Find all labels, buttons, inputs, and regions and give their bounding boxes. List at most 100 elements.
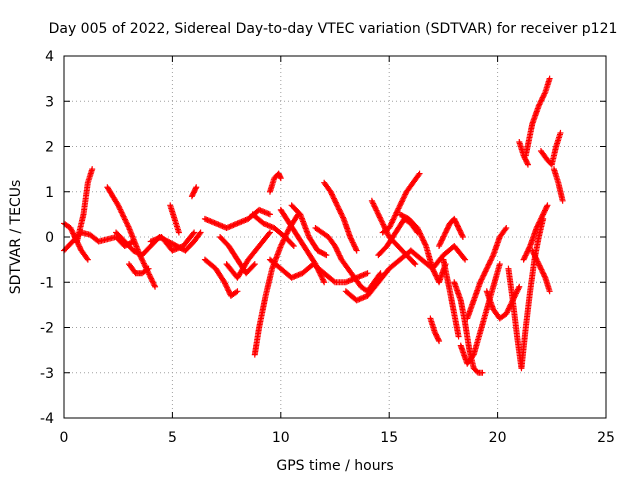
series-track-30 <box>440 256 462 340</box>
data-point <box>538 97 545 104</box>
data-point <box>419 236 426 243</box>
data-point <box>351 243 358 250</box>
series-track-41 <box>550 166 566 204</box>
series-track-03 <box>71 234 91 263</box>
data-point <box>376 214 383 221</box>
data-point <box>222 281 229 288</box>
data-point <box>541 273 548 280</box>
series-track-21 <box>321 179 360 254</box>
data-point <box>175 229 182 236</box>
data-point <box>395 205 402 212</box>
data-point <box>402 191 409 198</box>
data-point <box>353 246 360 253</box>
x-axis-label: GPS time / hours <box>276 458 393 474</box>
data-point <box>526 244 533 251</box>
data-point <box>400 195 407 202</box>
data-point <box>480 272 487 279</box>
data-point <box>369 199 376 206</box>
data-point <box>277 243 284 250</box>
data-point <box>75 240 82 247</box>
data-point <box>320 277 327 284</box>
data-point <box>531 253 538 260</box>
data-point <box>386 224 393 231</box>
x-tick-label: 25 <box>597 430 615 446</box>
data-point <box>521 253 528 260</box>
data-point <box>421 238 428 245</box>
data-point <box>337 209 344 216</box>
y-tick-label: 0 <box>45 230 54 246</box>
data-point <box>514 287 521 294</box>
data-point <box>546 288 553 295</box>
data-point <box>223 283 230 290</box>
data-point <box>503 309 510 316</box>
data-point <box>540 272 547 279</box>
data-point <box>349 238 356 245</box>
data-point <box>533 257 540 264</box>
series-track-40 <box>537 129 564 168</box>
series-track-29 <box>436 215 466 250</box>
data-point <box>332 244 339 251</box>
series-track-10 <box>201 206 273 231</box>
data-point <box>336 206 343 213</box>
data-point <box>372 204 379 211</box>
data-point <box>502 226 509 233</box>
data-point <box>487 257 494 264</box>
data-point <box>289 241 296 248</box>
data-point <box>72 235 79 242</box>
data-point <box>534 258 541 265</box>
data-point <box>539 269 546 276</box>
data-point <box>330 194 337 201</box>
data-point <box>421 240 428 247</box>
data-point <box>191 229 198 236</box>
data-point <box>461 255 468 262</box>
y-tick-label: -2 <box>40 321 54 337</box>
data-point <box>380 222 387 229</box>
series-track-33 <box>464 224 510 322</box>
data-point <box>335 205 342 212</box>
series-track-38 <box>522 75 553 159</box>
data-point <box>401 192 408 199</box>
data-point <box>436 338 443 345</box>
data-point <box>75 242 82 249</box>
data-point <box>224 284 231 291</box>
data-point <box>77 244 84 251</box>
data-point <box>432 271 439 278</box>
data-point <box>439 234 446 241</box>
data-point <box>315 268 322 275</box>
data-point <box>439 236 446 243</box>
data-point <box>523 249 530 256</box>
data-point <box>338 211 345 218</box>
data-point <box>533 224 540 231</box>
data-point <box>339 213 346 220</box>
y-tick-label: 4 <box>45 49 54 65</box>
data-point <box>544 202 551 209</box>
data-point <box>482 268 489 275</box>
data-point <box>512 291 519 298</box>
data-point <box>504 308 511 315</box>
data-point <box>394 206 401 213</box>
data-point <box>68 227 75 234</box>
data-point <box>484 264 491 271</box>
x-tick-label: 20 <box>489 430 507 446</box>
data-point <box>441 230 448 237</box>
y-tick-label: -4 <box>40 411 54 427</box>
data-point <box>192 185 199 192</box>
data-point <box>76 243 83 250</box>
data-point <box>537 98 544 105</box>
data-point <box>479 369 486 376</box>
data-point <box>520 256 527 263</box>
data-point <box>378 217 385 224</box>
data-point <box>378 218 385 225</box>
data-point <box>396 204 403 211</box>
data-point <box>197 229 204 236</box>
data-point <box>539 94 546 101</box>
data-point <box>438 238 445 245</box>
series-track-19 <box>288 202 330 259</box>
data-point <box>415 226 422 233</box>
data-point <box>536 101 543 108</box>
data-point <box>225 287 232 294</box>
data-point <box>557 129 564 136</box>
data-point <box>315 266 322 273</box>
data-point <box>69 229 76 236</box>
series-track-20 <box>312 224 384 295</box>
